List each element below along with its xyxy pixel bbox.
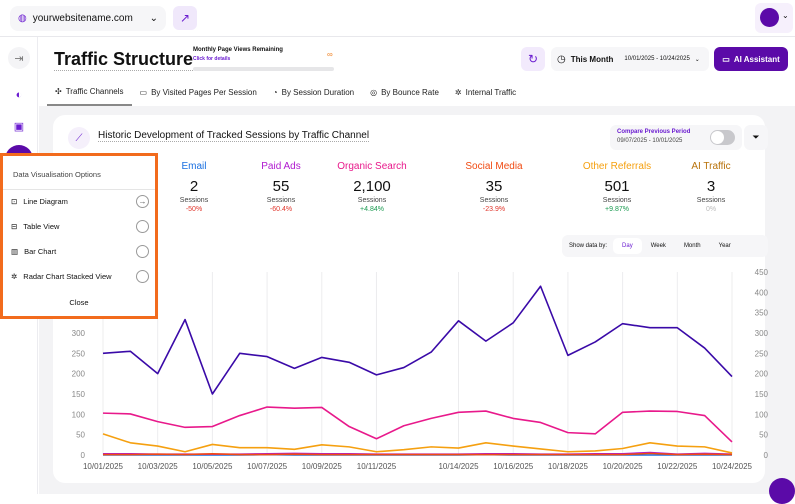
y-tick-label-left: 150 [72,390,86,399]
x-tick-label: 10/20/2025 [603,462,644,471]
option-table-view[interactable]: ⊟ Table View [11,222,149,231]
chat-widget-button[interactable] [769,478,795,504]
option-label: Radar Chart Stacked View [23,272,111,281]
series-line [103,434,732,453]
y-tick-label-right: 250 [755,349,769,358]
y-tick-label-left: 300 [72,329,86,338]
table-icon: ⊟ [11,222,17,231]
x-tick-label: 10/01/2025 [83,462,124,471]
line-chart-icon: ⊡ [11,197,17,206]
series-line [103,407,732,442]
y-tick-label-right: 300 [755,329,769,338]
radar-icon: ✲ [11,272,17,281]
bar-chart-icon: ▥ [11,247,18,256]
y-tick-label-right: 0 [764,451,769,460]
y-tick-label-left: 250 [72,349,86,358]
option-line-diagram[interactable]: ⊡ Line Diagram → [11,197,149,206]
y-tick-label-left: 100 [72,410,86,419]
x-tick-label: 10/14/2025 [438,462,479,471]
x-tick-label: 10/07/2025 [247,462,288,471]
divider [3,189,155,190]
y-tick-label-left: 0 [81,451,86,460]
x-tick-label: 10/09/2025 [302,462,343,471]
x-tick-label: 10/24/2025 [712,462,753,471]
x-tick-label: 10/22/2025 [657,462,698,471]
y-tick-label-left: 200 [72,370,86,379]
y-tick-label-right: 200 [755,370,769,379]
popup-title: Data Visualisation Options [13,170,101,179]
y-tick-label-right: 100 [755,410,769,419]
option-radar-chart[interactable]: ✲ Radar Chart Stacked View [11,272,149,281]
x-tick-label: 10/18/2025 [548,462,589,471]
visualisation-options-popup: Data Visualisation Options ⊡ Line Diagram… [0,153,158,319]
option-bar-chart[interactable]: ▥ Bar Chart [11,247,149,256]
close-button[interactable]: Close [3,298,155,307]
x-tick-label: 10/05/2025 [192,462,233,471]
x-tick-label: 10/16/2025 [493,462,534,471]
radio-button[interactable] [136,245,149,258]
option-label: Bar Chart [24,247,56,256]
y-tick-label-right: 50 [759,431,768,440]
y-tick-label-right: 150 [755,390,769,399]
y-tick-label-right: 400 [755,288,769,297]
radio-button[interactable] [136,270,149,283]
option-label: Table View [23,222,59,231]
series-line [103,286,732,394]
y-tick-label-right: 350 [755,309,769,318]
x-tick-label: 10/11/2025 [357,462,397,471]
selected-arrow-icon[interactable]: → [136,195,149,208]
option-label: Line Diagram [23,197,68,206]
y-tick-label-right: 450 [755,268,769,277]
x-tick-label: 10/03/2025 [138,462,179,471]
y-tick-label-left: 50 [76,431,85,440]
radio-button[interactable] [136,220,149,233]
